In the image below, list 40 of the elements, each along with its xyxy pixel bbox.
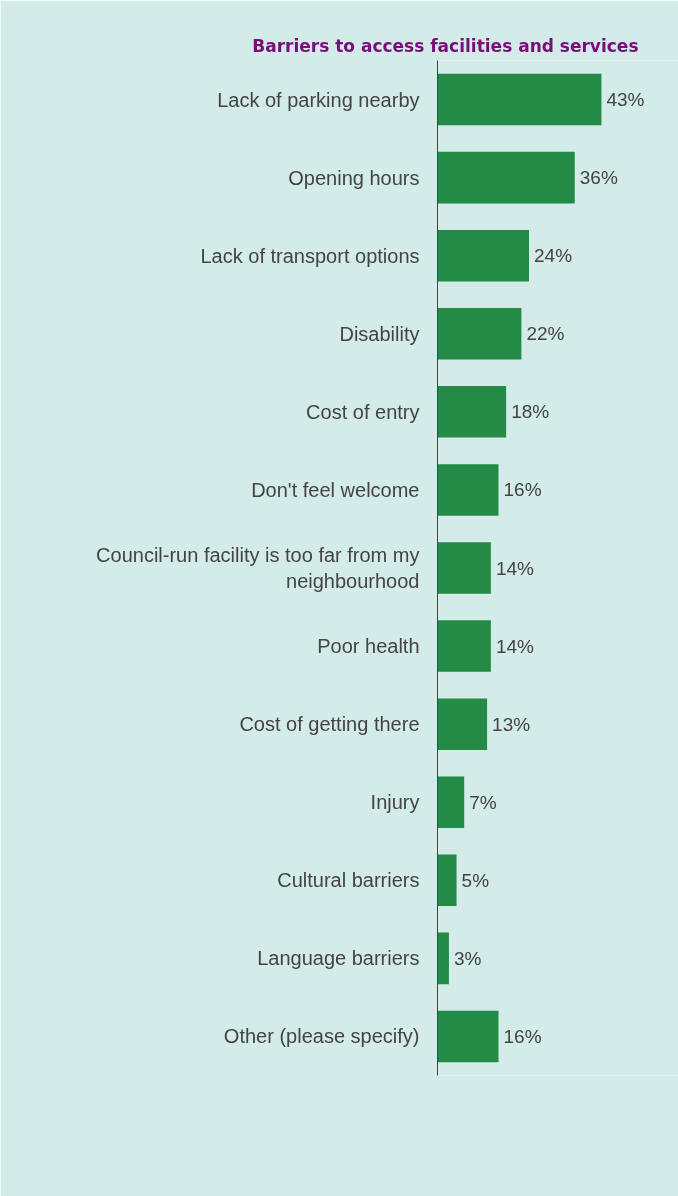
y-tick-label: Language barriers <box>257 947 420 970</box>
data-label: 14% <box>495 557 535 579</box>
y-tick-label: Cost of entry <box>306 400 420 423</box>
data-label: 24% <box>534 245 573 267</box>
bar <box>437 620 491 672</box>
data-label: 43% <box>606 89 645 111</box>
bar <box>437 308 522 360</box>
data-label: 16% <box>503 479 542 501</box>
data-label: 16% <box>503 1025 542 1047</box>
y-tick-label: Poor health <box>317 635 420 658</box>
bar <box>437 776 465 828</box>
data-label: 13% <box>492 713 531 735</box>
y-tick-label: Don't feel welcome <box>251 478 420 501</box>
data-label: 22% <box>526 323 565 345</box>
data-label: 5% <box>461 869 490 891</box>
bar <box>437 1010 499 1063</box>
bar <box>437 464 499 516</box>
y-tick-label: Injury <box>370 791 420 814</box>
data-label: 36% <box>579 167 618 189</box>
bar <box>437 73 602 126</box>
bar <box>437 854 457 907</box>
y-tick-label: Cultural barriers <box>277 869 420 892</box>
bar <box>437 932 449 985</box>
y-tick-label: Opening hours <box>288 166 420 189</box>
y-tick-label: Disability <box>339 322 420 345</box>
y-tick-label: Cost of getting there <box>239 713 420 736</box>
bar <box>437 542 491 594</box>
data-label: 7% <box>469 791 497 813</box>
bar <box>437 229 529 282</box>
y-tick-label: Lack of parking nearby <box>217 88 420 111</box>
data-label: 3% <box>453 947 482 969</box>
y-tick-label: Council-run facility is too far from my neighbourhood <box>96 543 420 593</box>
data-label: 18% <box>511 401 550 423</box>
y-tick-label: Other (please specify) <box>223 1025 420 1048</box>
bar <box>437 698 488 750</box>
y-tick-label: Lack of transport options <box>200 244 420 267</box>
bar <box>437 151 575 204</box>
bar <box>437 386 507 438</box>
data-label: 14% <box>495 635 535 657</box>
chart-title: Barriers to access facilities and services <box>252 35 639 56</box>
